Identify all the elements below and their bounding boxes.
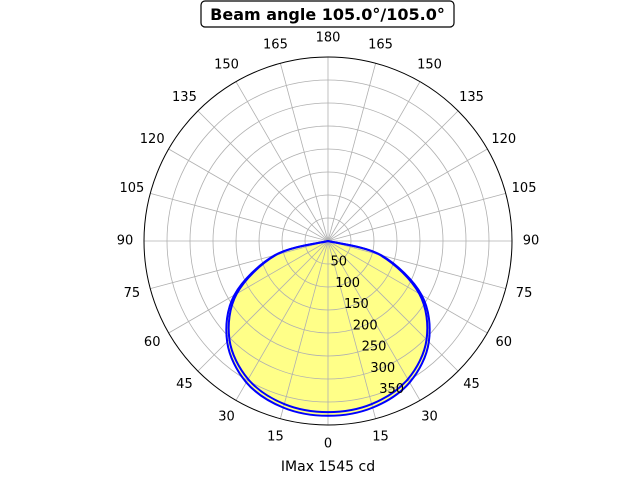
- grid-spoke: [168, 240, 329, 334]
- grid-spoke: [197, 110, 329, 242]
- angle-tick-label: 150: [214, 58, 239, 73]
- grid-spoke: [197, 240, 329, 372]
- angle-tick-label: 180: [316, 31, 341, 46]
- grid-spoke: [279, 63, 329, 242]
- chart-title: Beam angle 105.0°/105.0°: [210, 5, 445, 24]
- chart-title-box: Beam angle 105.0°/105.0°: [200, 0, 455, 28]
- angle-tick-label: 165: [263, 37, 288, 52]
- angle-tick-label: 90: [117, 234, 134, 249]
- grid-spoke: [327, 240, 506, 290]
- grid-spoke: [279, 240, 329, 419]
- angle-tick-label: 45: [463, 377, 480, 392]
- angle-tick-label: 75: [124, 286, 141, 301]
- angle-tick-label: 75: [516, 286, 533, 301]
- grid-spoke: [327, 240, 488, 334]
- radial-tick-label: 250: [362, 340, 387, 355]
- radial-tick-label: 350: [379, 382, 404, 397]
- grid-spoke: [327, 110, 459, 242]
- grid-spoke: [168, 148, 329, 242]
- radial-tick-label: 300: [370, 361, 395, 376]
- angle-tick-labels: 0 15 30 45 60 75 90 105 120 135 150 165 180 165 150 135…: [117, 31, 540, 452]
- grid-spoke: [327, 81, 421, 242]
- grid-spoke: [150, 192, 329, 242]
- angle-tick-label: 15: [372, 430, 389, 445]
- grid-spoke: [235, 240, 329, 401]
- radial-tick-label: 150: [344, 297, 369, 312]
- radial-tick-labels: 50 100 150 200 250 300 350: [331, 255, 404, 397]
- radial-tick-label: 100: [335, 276, 360, 291]
- title-box-frame: [200, 0, 455, 28]
- grid-spoke: [327, 240, 421, 401]
- angle-tick-label: 60: [496, 335, 513, 350]
- grid-spoke: [327, 192, 506, 242]
- angle-tick-label: 135: [459, 90, 484, 105]
- angle-tick-label: 120: [491, 132, 516, 147]
- grid-spoke: [327, 148, 488, 242]
- beam-curves: [225, 239, 431, 417]
- beam-curve-1: [225, 239, 431, 417]
- beam-curve-2: [227, 239, 429, 414]
- angle-tick-label: 90: [523, 234, 540, 249]
- grid-spoke: [235, 81, 329, 242]
- angle-tick-label: 150: [417, 58, 442, 73]
- angle-tick-label: 105: [120, 181, 145, 196]
- grid-spoke: [327, 63, 377, 242]
- angle-tick-label: 135: [172, 90, 197, 105]
- angle-tick-label: 30: [421, 409, 438, 424]
- angle-tick-label: 0: [324, 437, 332, 452]
- radial-tick-label: 50: [331, 255, 348, 270]
- angle-tick-label: 120: [140, 132, 165, 147]
- grid-spoke: [150, 240, 329, 290]
- grid-spoke: [327, 240, 377, 419]
- angle-tick-label: 165: [368, 37, 393, 52]
- angle-tick-label: 30: [218, 409, 235, 424]
- polar-frame: [143, 56, 513, 426]
- angle-tick-label: 45: [176, 377, 193, 392]
- angle-tick-label: 15: [267, 430, 284, 445]
- polar-grid: [144, 57, 512, 425]
- x-axis-label: IMax 1545 cd: [281, 459, 375, 475]
- angle-tick-label: 60: [144, 335, 161, 350]
- grid-spoke: [327, 240, 459, 372]
- angle-tick-label: 105: [512, 181, 537, 196]
- radial-tick-label: 200: [353, 318, 378, 333]
